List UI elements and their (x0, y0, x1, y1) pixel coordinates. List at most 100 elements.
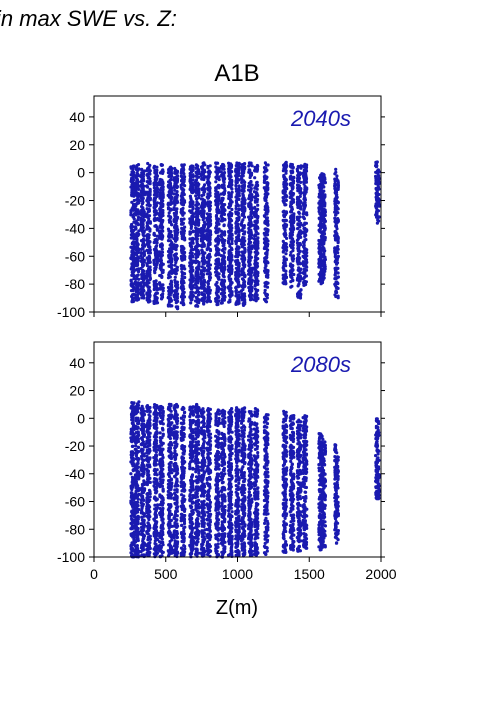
data-point (142, 252, 146, 256)
data-point (250, 210, 254, 214)
data-point (180, 235, 184, 239)
data-point (131, 225, 135, 229)
data-point (241, 232, 246, 236)
data-point (323, 193, 327, 197)
data-point (375, 192, 379, 196)
data-point (200, 170, 204, 174)
data-point (180, 187, 184, 191)
data-point (234, 206, 238, 211)
data-point (199, 205, 203, 209)
data-point (303, 162, 307, 166)
data-point (135, 177, 139, 181)
data-point (168, 181, 172, 185)
data-point (320, 242, 324, 247)
data-point (135, 267, 139, 272)
data-point (249, 198, 253, 202)
data-point (196, 214, 200, 218)
data-point (239, 242, 244, 246)
data-point (214, 213, 219, 218)
data-point (297, 259, 301, 263)
data-point (152, 280, 156, 284)
data-point (208, 247, 212, 251)
data-point (174, 219, 178, 224)
data-point (183, 225, 187, 229)
data-point (237, 301, 241, 305)
data-point (255, 184, 259, 188)
data-point (168, 169, 172, 173)
data-point (139, 284, 143, 288)
data-point (174, 233, 179, 237)
data-point (153, 286, 157, 290)
data-point (237, 274, 241, 278)
data-point (234, 286, 238, 290)
data-point (188, 284, 192, 288)
data-point (181, 202, 185, 206)
data-point (148, 245, 152, 249)
data-point (153, 240, 157, 244)
data-point (334, 189, 338, 193)
data-point (289, 210, 294, 214)
data-point (289, 285, 293, 289)
data-point (333, 283, 337, 288)
data-point (296, 237, 300, 241)
data-point (236, 271, 240, 275)
data-point (148, 196, 152, 201)
data-point (323, 177, 327, 181)
data-point (322, 185, 326, 189)
data-point (148, 193, 152, 197)
data-point (248, 193, 252, 197)
data-point (159, 268, 164, 272)
data-point (247, 278, 251, 282)
data-point (147, 171, 152, 175)
data-point (181, 298, 185, 302)
data-point (322, 251, 326, 255)
data-point (202, 267, 206, 272)
data-point (194, 299, 198, 303)
data-point (159, 263, 163, 267)
data-point (161, 283, 165, 287)
data-point (254, 229, 258, 234)
data-point (234, 226, 238, 230)
data-point (281, 169, 285, 173)
data-point (220, 203, 224, 207)
data-point (174, 217, 178, 221)
data-point (154, 265, 158, 269)
data-point (247, 237, 251, 241)
data-point (262, 175, 266, 179)
data-point (222, 171, 227, 175)
data-point (222, 212, 227, 216)
data-point (153, 269, 157, 273)
data-point (234, 169, 238, 173)
data-point (334, 231, 338, 235)
data-point (242, 179, 246, 183)
data-point (282, 201, 286, 205)
data-point (167, 235, 171, 239)
data-point (284, 272, 288, 276)
data-point (139, 254, 143, 258)
data-point (200, 228, 204, 233)
data-point (196, 255, 200, 259)
data-point (194, 286, 198, 290)
data-point (207, 285, 211, 289)
data-point (255, 281, 259, 285)
data-point (234, 220, 239, 224)
data-point (322, 173, 326, 177)
data-point (302, 270, 306, 274)
data-point (131, 179, 135, 183)
data-point (155, 227, 159, 231)
data-point (266, 239, 270, 243)
data-point (142, 229, 146, 233)
data-point (317, 257, 321, 262)
data-point (134, 246, 139, 250)
data-point (219, 170, 223, 174)
data-point (180, 219, 184, 223)
data-point (181, 266, 185, 270)
data-point (208, 235, 212, 239)
data-point (146, 236, 151, 240)
data-point (168, 304, 173, 308)
data-point (263, 169, 268, 173)
data-point (377, 198, 381, 202)
data-point (131, 173, 135, 177)
data-point (161, 199, 165, 203)
data-point (323, 208, 327, 212)
